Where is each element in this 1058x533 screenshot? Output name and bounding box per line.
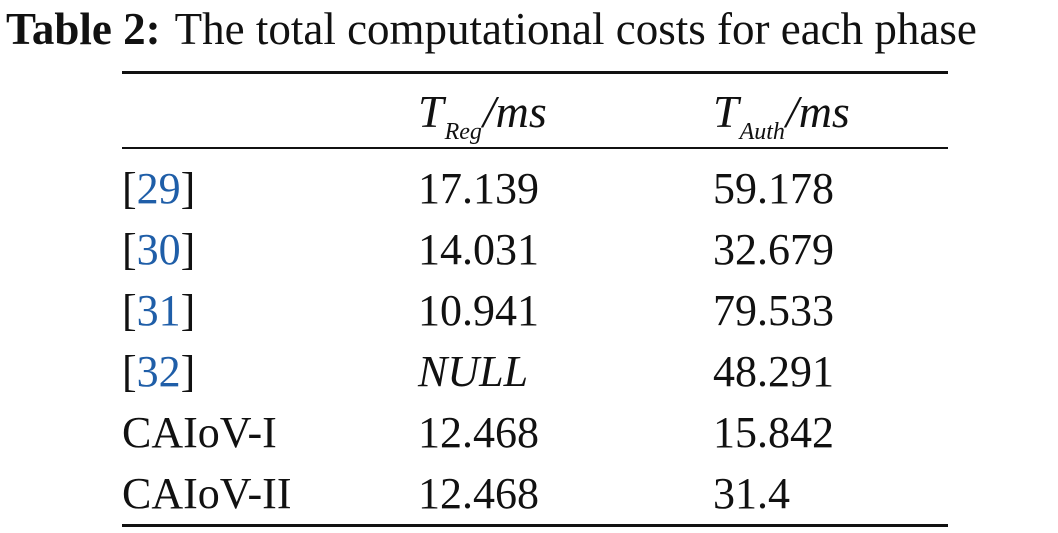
scheme-cell: [30]: [122, 225, 196, 274]
t-reg-cell: 10.941: [418, 286, 539, 335]
scheme-cell: CAIoV-I: [122, 408, 277, 457]
table-caption-label: Table 2:: [6, 4, 161, 54]
t-auth-cell: 48.291: [713, 347, 834, 396]
table-bottom-rule: [122, 524, 948, 527]
table-caption-text: The total computational costs for each p…: [174, 4, 977, 54]
t-reg-unit: /ms: [482, 86, 547, 137]
citation-link[interactable]: 29: [136, 164, 181, 213]
scheme-cell: CAIoV-II: [122, 469, 292, 518]
citation-link[interactable]: 30: [136, 225, 181, 274]
t-auth-cell: 59.178: [713, 164, 834, 213]
t-auth-cell: 31.4: [713, 469, 790, 518]
table-top-rule: [122, 71, 948, 74]
t-reg-cell: 12.468: [418, 408, 539, 457]
t-reg-cell: 14.031: [418, 225, 539, 274]
t-auth-cell: 79.533: [713, 286, 834, 335]
table-header-t-reg: TReg/ms: [418, 86, 547, 146]
t-reg-cell: 12.468: [418, 469, 539, 518]
t-auth-subscript: Auth: [739, 119, 785, 145]
citation-link[interactable]: 31: [136, 286, 181, 335]
t-reg-subscript: Reg: [444, 119, 482, 145]
t-auth-symbol: T: [713, 86, 739, 137]
table-header-rule: [122, 147, 948, 149]
t-reg-cell: 17.139: [418, 164, 539, 213]
citation-link[interactable]: 32: [136, 347, 181, 396]
scheme-cell: [29]: [122, 164, 196, 213]
t-auth-cell: 15.842: [713, 408, 834, 457]
t-auth-unit: /ms: [785, 86, 850, 137]
table-caption: Table 2: The total computational costs fo…: [6, 2, 1056, 56]
t-reg-symbol: T: [418, 86, 444, 137]
t-reg-cell: NULL: [418, 347, 529, 396]
table-header-t-auth: TAuth/ms: [713, 86, 850, 146]
scheme-cell: [31]: [122, 286, 196, 335]
scheme-cell: [32]: [122, 347, 196, 396]
t-auth-cell: 32.679: [713, 225, 834, 274]
